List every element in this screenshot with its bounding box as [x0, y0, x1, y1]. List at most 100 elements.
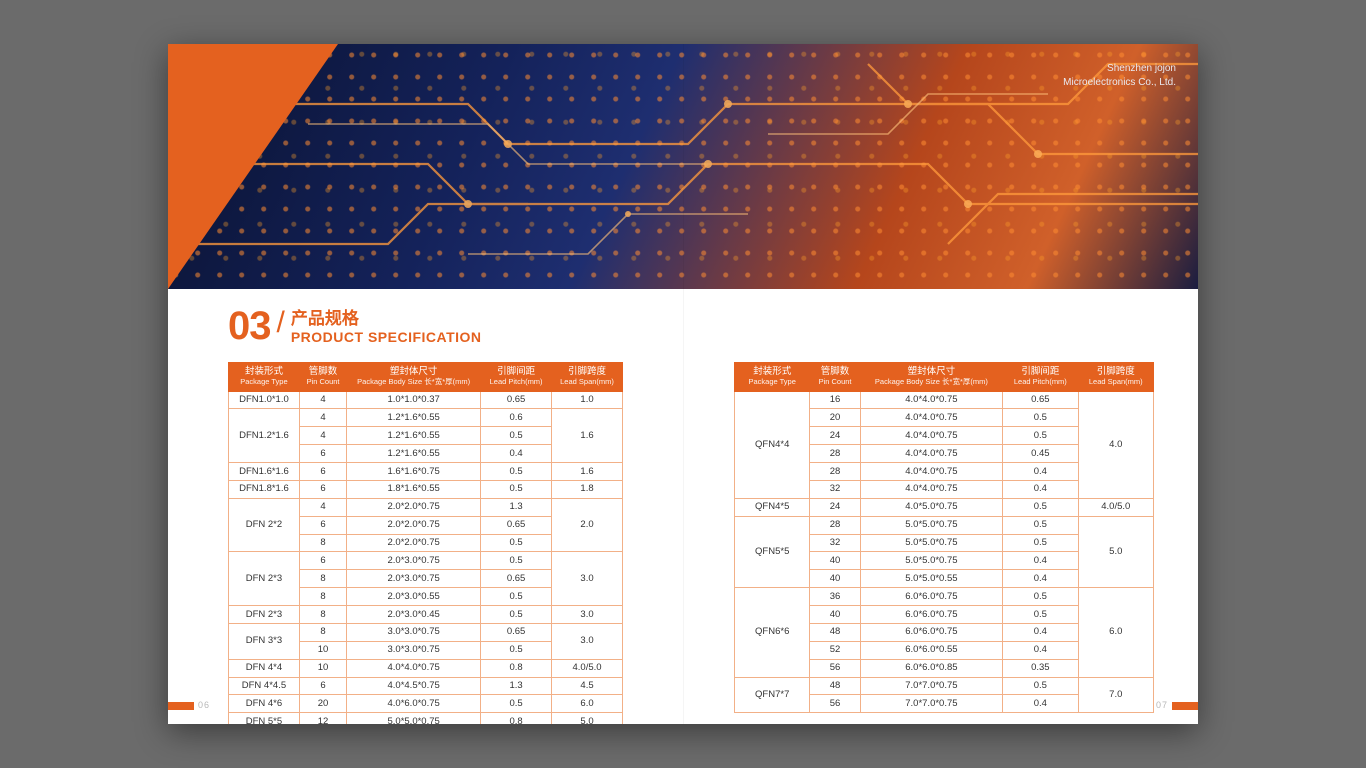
- page-number-left: 06: [198, 700, 210, 710]
- table-row: DFN 2*242.0*2.0*0.751.32.0: [229, 498, 623, 516]
- cell-lead-pitch: 0.5: [1003, 409, 1078, 427]
- cell-package-type: QFN4*4: [735, 391, 810, 498]
- column-header: 引脚跨度Lead Span(mm): [552, 363, 623, 392]
- column-header: 封装形式Package Type: [735, 363, 810, 392]
- cell-pin-count: 32: [810, 480, 860, 498]
- cell-lead-pitch: 0.5: [481, 534, 552, 552]
- cell-body-size: 1.0*1.0*0.37: [347, 391, 481, 409]
- cell-pin-count: 8: [299, 534, 346, 552]
- cell-body-size: 4.0*5.0*0.75: [860, 498, 1002, 516]
- cell-lead-span: 1.6: [552, 463, 623, 481]
- cell-lead-pitch: 0.4: [1003, 463, 1078, 481]
- cell-pin-count: 40: [810, 606, 860, 624]
- cell-pin-count: 8: [299, 606, 346, 624]
- page-bar-right: [1172, 702, 1198, 710]
- cell-body-size: 3.0*3.0*0.75: [347, 623, 481, 641]
- column-header: 管脚数Pin Count: [299, 363, 346, 392]
- cell-pin-count: 8: [299, 570, 346, 588]
- cell-body-size: 1.6*1.6*0.75: [347, 463, 481, 481]
- cell-pin-count: 10: [299, 641, 346, 659]
- right-table-wrap: 封装形式Package Type管脚数Pin Count塑封体尺寸Package…: [734, 362, 1154, 713]
- cell-lead-span: 5.0: [1078, 516, 1153, 588]
- cell-body-size: 7.0*7.0*0.75: [860, 695, 1002, 713]
- cell-lead-span: 4.0/5.0: [1078, 498, 1153, 516]
- column-header: 引脚间距Lead Pitch(mm): [481, 363, 552, 392]
- table-row: DFN1.0*1.041.0*1.0*0.370.651.0: [229, 391, 623, 409]
- company-line2: Microelectronics Co., Ltd.: [1063, 76, 1176, 90]
- cell-pin-count: 10: [299, 659, 346, 677]
- cell-body-size: 7.0*7.0*0.75: [860, 677, 1002, 695]
- cell-lead-span: 1.0: [552, 391, 623, 409]
- table-row: QFN5*5285.0*5.0*0.750.55.0: [735, 516, 1154, 534]
- cell-body-size: 2.0*3.0*0.75: [347, 570, 481, 588]
- cell-body-size: 4.0*4.0*0.75: [860, 463, 1002, 481]
- cell-lead-span: 5.0: [552, 713, 623, 724]
- cell-pin-count: 6: [299, 677, 346, 695]
- cell-body-size: 2.0*2.0*0.75: [347, 534, 481, 552]
- cell-lead-span: 4.0: [1078, 391, 1153, 498]
- cell-lead-pitch: 0.4: [1003, 695, 1078, 713]
- cell-package-type: QFN5*5: [735, 516, 810, 588]
- cell-lead-pitch: 0.8: [481, 659, 552, 677]
- table-row: DFN 4*4104.0*4.0*0.750.84.0/5.0: [229, 659, 623, 677]
- cell-pin-count: 12: [299, 713, 346, 724]
- cell-package-type: DFN 4*6: [229, 695, 300, 713]
- column-header: 塑封体尺寸Package Body Size 长*宽*厚(mm): [860, 363, 1002, 392]
- table-row: DFN1.6*1.661.6*1.6*0.750.51.6: [229, 463, 623, 481]
- cell-pin-count: 20: [299, 695, 346, 713]
- cell-lead-pitch: 0.8: [481, 713, 552, 724]
- cell-body-size: 5.0*5.0*0.75: [860, 534, 1002, 552]
- cell-lead-span: 4.0/5.0: [552, 659, 623, 677]
- cell-body-size: 4.0*6.0*0.75: [347, 695, 481, 713]
- cell-package-type: DFN 2*3: [229, 606, 300, 624]
- table-row: QFN6*6366.0*6.0*0.750.56.0: [735, 588, 1154, 606]
- cell-body-size: 5.0*5.0*0.75: [860, 516, 1002, 534]
- cell-lead-span: 3.0: [552, 552, 623, 606]
- table-row: DFN 2*382.0*3.0*0.450.53.0: [229, 606, 623, 624]
- cell-body-size: 2.0*3.0*0.75: [347, 552, 481, 570]
- cell-lead-pitch: 0.65: [481, 516, 552, 534]
- cell-lead-pitch: 1.3: [481, 498, 552, 516]
- cell-lead-pitch: 0.35: [1003, 659, 1078, 677]
- cell-lead-pitch: 0.5: [1003, 677, 1078, 695]
- table-row: DFN 4*4.564.0*4.5*0.751.34.5: [229, 677, 623, 695]
- table-row: QFN4*5244.0*5.0*0.750.54.0/5.0: [735, 498, 1154, 516]
- cell-package-type: QFN6*6: [735, 588, 810, 677]
- cell-package-type: DFN 4*4: [229, 659, 300, 677]
- table-row: DFN1.8*1.661.8*1.6*0.550.51.8: [229, 480, 623, 498]
- cell-lead-pitch: 0.5: [1003, 498, 1078, 516]
- cell-lead-span: 6.0: [552, 695, 623, 713]
- cell-package-type: DFN 2*3: [229, 552, 300, 606]
- table-row: DFN1.2*1.641.2*1.6*0.550.61.6: [229, 409, 623, 427]
- cell-pin-count: 48: [810, 623, 860, 641]
- cell-package-type: DFN 4*4.5: [229, 677, 300, 695]
- cell-pin-count: 40: [810, 552, 860, 570]
- cell-lead-span: 3.0: [552, 606, 623, 624]
- cell-package-type: QFN7*7: [735, 677, 810, 713]
- table-row: DFN 5*5125.0*5.0*0.750.85.0: [229, 713, 623, 724]
- cell-lead-span: 6.0: [1078, 588, 1153, 677]
- cell-body-size: 4.0*4.0*0.75: [860, 427, 1002, 445]
- cell-package-type: DFN1.2*1.6: [229, 409, 300, 463]
- cell-body-size: 2.0*3.0*0.55: [347, 588, 481, 606]
- spec-table-right: 封装形式Package Type管脚数Pin Count塑封体尺寸Package…: [734, 362, 1154, 713]
- cell-body-size: 4.0*4.0*0.75: [860, 391, 1002, 409]
- cell-lead-pitch: 0.5: [1003, 427, 1078, 445]
- cell-body-size: 2.0*2.0*0.75: [347, 516, 481, 534]
- cell-package-type: DFN1.6*1.6: [229, 463, 300, 481]
- cell-lead-pitch: 0.5: [481, 588, 552, 606]
- cell-body-size: 1.8*1.6*0.55: [347, 480, 481, 498]
- cell-body-size: 1.2*1.6*0.55: [347, 409, 481, 427]
- cell-body-size: 4.0*4.5*0.75: [347, 677, 481, 695]
- page-right: 封装形式Package Type管脚数Pin Count塑封体尺寸Package…: [683, 44, 1198, 724]
- table-row: QFN4*4164.0*4.0*0.750.654.0: [735, 391, 1154, 409]
- cell-pin-count: 32: [810, 534, 860, 552]
- cell-pin-count: 52: [810, 641, 860, 659]
- page-bar-left: [168, 702, 194, 710]
- cell-lead-pitch: 0.5: [481, 641, 552, 659]
- cell-lead-pitch: 0.5: [481, 606, 552, 624]
- cell-pin-count: 56: [810, 695, 860, 713]
- cell-pin-count: 4: [299, 391, 346, 409]
- cell-body-size: 1.2*1.6*0.55: [347, 427, 481, 445]
- cell-body-size: 4.0*4.0*0.75: [860, 480, 1002, 498]
